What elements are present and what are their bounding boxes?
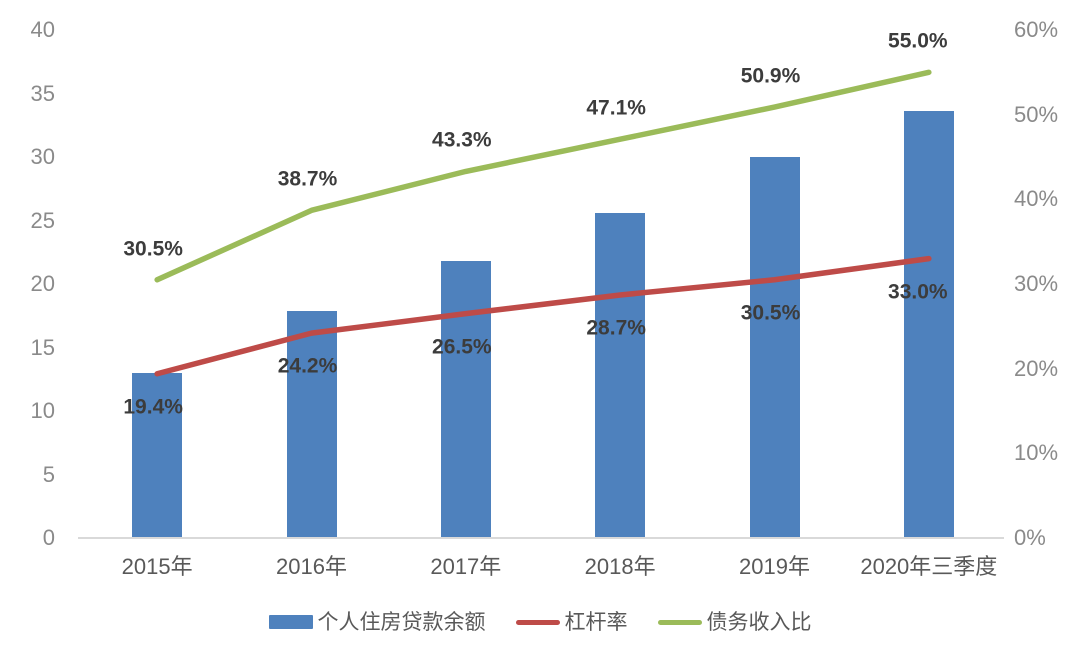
point-label: 43.3% bbox=[432, 128, 492, 152]
x-axis-line bbox=[78, 537, 1004, 539]
x-axis-label: 2019年 bbox=[739, 554, 810, 579]
right-axis-tick: 40% bbox=[1014, 186, 1059, 212]
point-label: 19.4% bbox=[123, 395, 183, 419]
legend-item-债务收入比: 债务收入比 bbox=[657, 610, 812, 634]
line-swatch-icon bbox=[515, 619, 560, 625]
legend-item-杠杆率: 杠杆率 bbox=[515, 610, 628, 634]
point-label: 33.0% bbox=[888, 280, 948, 304]
bar-2016年 bbox=[286, 310, 337, 538]
point-label: 50.9% bbox=[740, 64, 801, 88]
bar-2018年 bbox=[595, 212, 646, 538]
point-label: 47.1% bbox=[586, 96, 646, 120]
legend-label: 债务收入比 bbox=[706, 610, 812, 634]
right-axis-tick: 20% bbox=[1014, 355, 1059, 381]
point-label: 28.7% bbox=[586, 316, 646, 340]
right-axis-tick: 60% bbox=[1014, 17, 1059, 42]
point-label: 30.5% bbox=[123, 237, 183, 261]
right-axis-tick: 50% bbox=[1014, 101, 1059, 127]
legend: 个人住房贷款余额 杠杆率 债务收入比 bbox=[0, 608, 1080, 636]
left-axis-tick: 25 bbox=[30, 207, 55, 233]
left-axis-tick: 0 bbox=[42, 525, 55, 550]
legend-item-个人住房贷款余额: 个人住房贷款余额 bbox=[268, 610, 486, 634]
point-label: 24.2% bbox=[277, 354, 338, 378]
left-axis-tick: 5 bbox=[42, 461, 55, 487]
bar-2019年 bbox=[749, 157, 800, 538]
x-axis-label: 2016年 bbox=[276, 554, 347, 579]
left-axis-tick: 20 bbox=[30, 271, 55, 296]
bar-2020年三季度 bbox=[903, 111, 954, 538]
legend-label: 杠杆率 bbox=[564, 610, 628, 634]
x-axis-label: 2015年 bbox=[121, 554, 193, 579]
x-axis-label: 2017年 bbox=[430, 554, 502, 579]
point-label: 38.7% bbox=[277, 167, 338, 191]
x-axis-label: 2020年三季度 bbox=[860, 554, 998, 579]
right-axis-tick: 0% bbox=[1014, 525, 1046, 550]
x-axis-label: 2018年 bbox=[584, 554, 656, 579]
point-label: 26.5% bbox=[432, 335, 492, 359]
point-label: 55.0% bbox=[888, 29, 948, 53]
left-axis-tick: 10 bbox=[30, 398, 55, 423]
bar-2015年 bbox=[132, 372, 183, 538]
line-swatch-icon bbox=[657, 619, 702, 625]
line-杠杆率 bbox=[154, 255, 932, 377]
right-axis-tick: 30% bbox=[1014, 271, 1059, 296]
bar-swatch-icon bbox=[268, 615, 313, 629]
left-axis-tick: 15 bbox=[30, 334, 55, 360]
left-axis-tick: 40 bbox=[30, 17, 55, 42]
left-axis-tick: 30 bbox=[30, 144, 55, 169]
line-债务收入比 bbox=[154, 69, 932, 283]
right-axis-tick: 10% bbox=[1014, 440, 1059, 466]
left-axis-tick: 35 bbox=[30, 80, 55, 106]
point-label: 30.5% bbox=[740, 301, 801, 325]
legend-label: 个人住房贷款余额 bbox=[317, 610, 486, 634]
bar-2017年 bbox=[440, 261, 491, 538]
